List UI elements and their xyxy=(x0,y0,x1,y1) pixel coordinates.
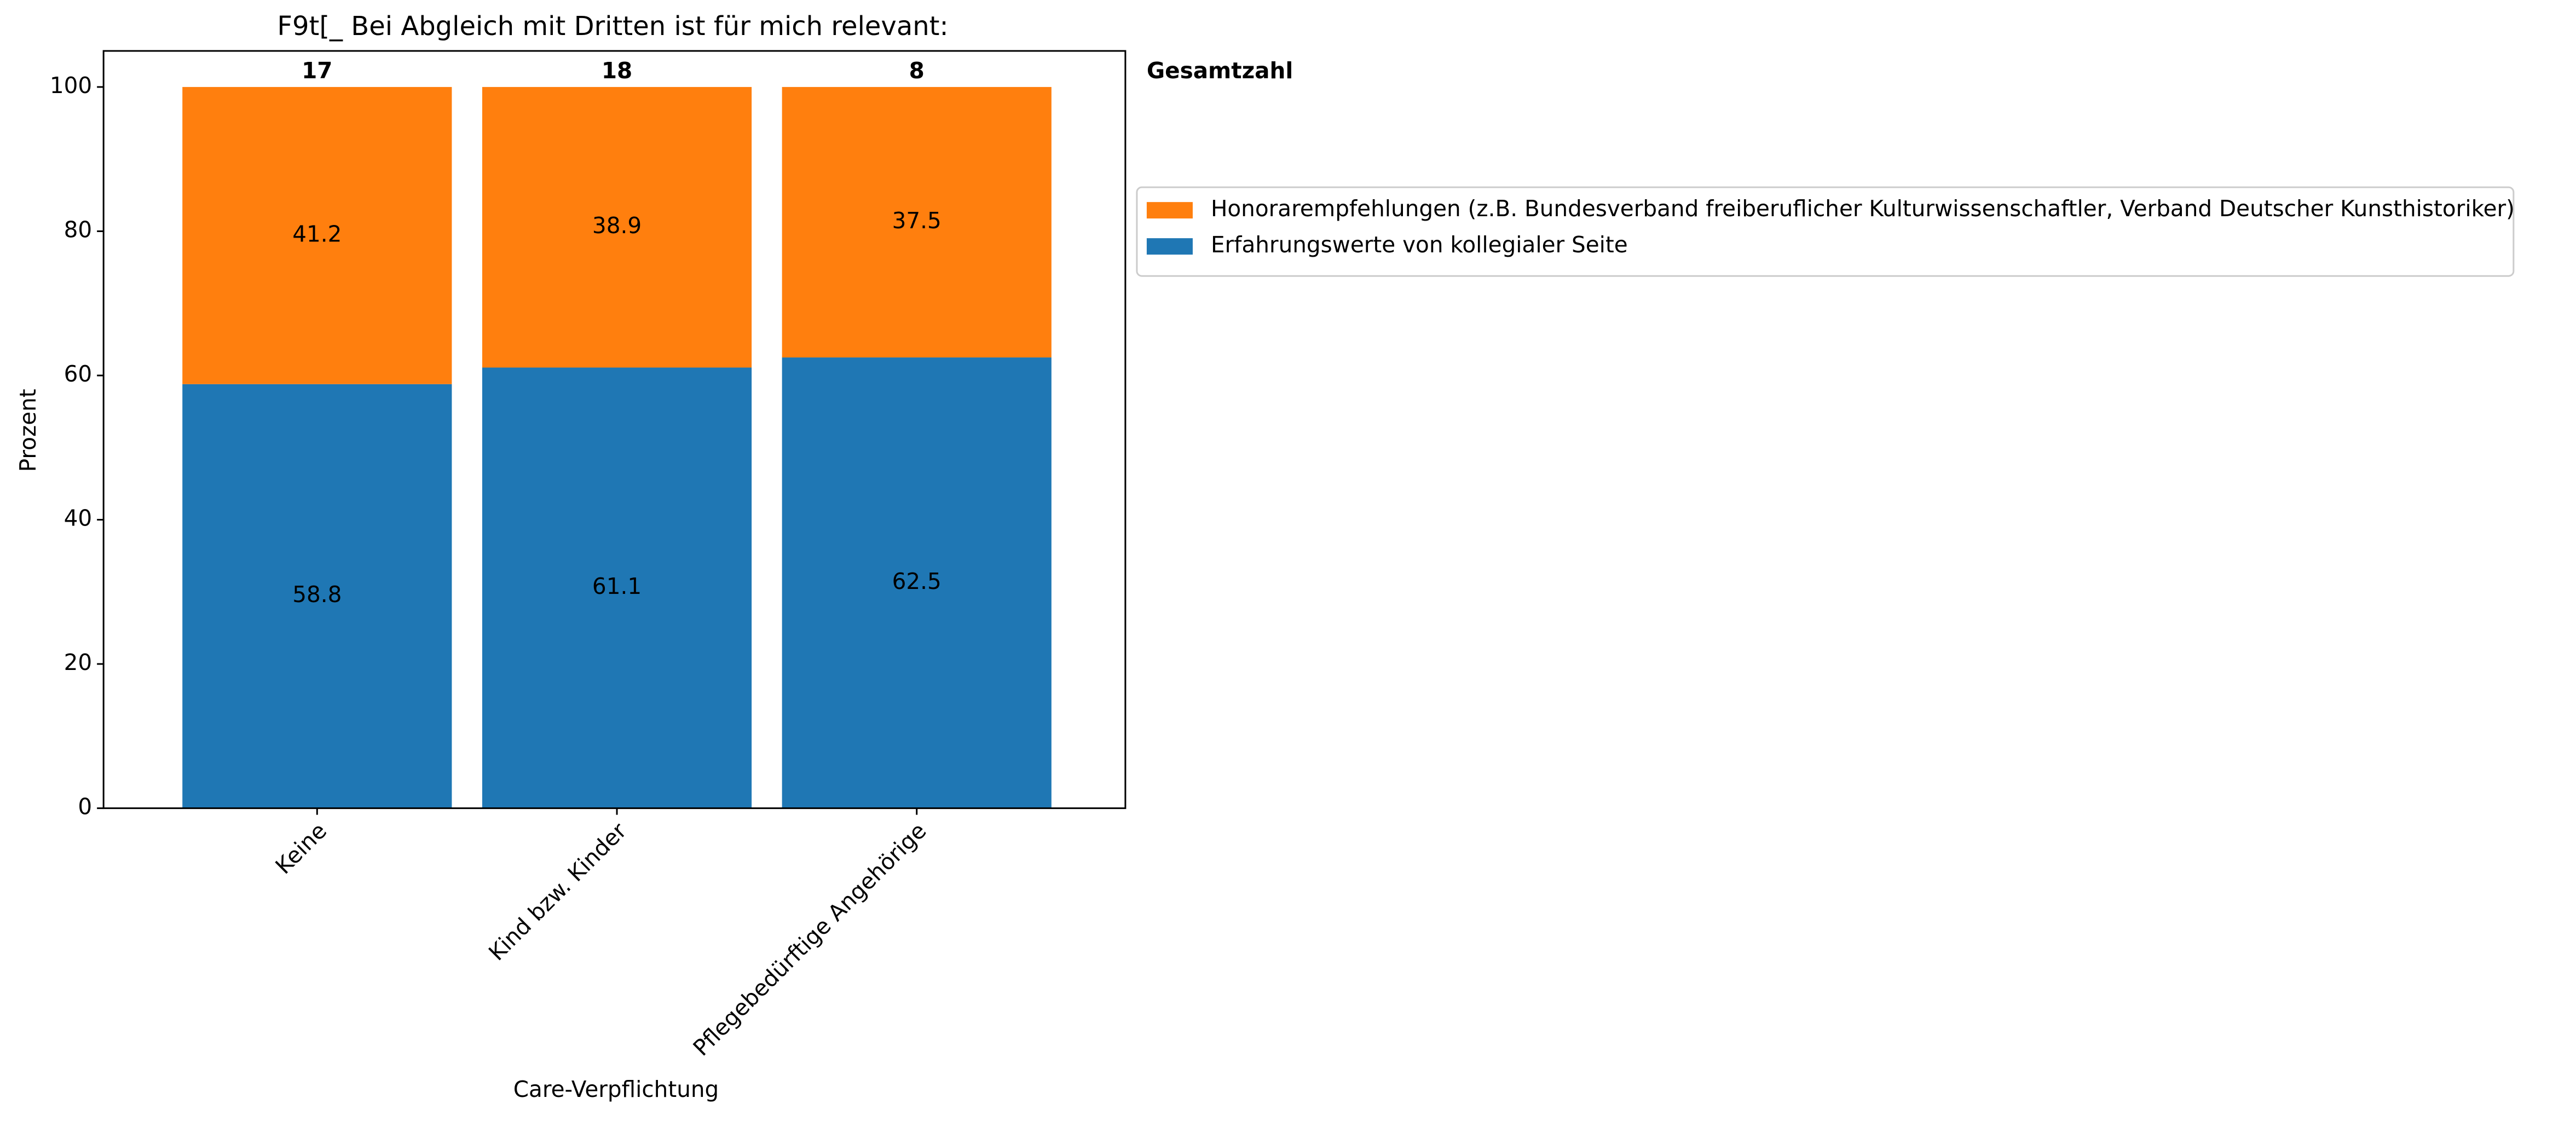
legend-box xyxy=(1136,186,2515,277)
value-label: 41.2 xyxy=(292,221,342,247)
y-tick-label: 40 xyxy=(64,505,93,531)
legend-label: Erfahrungswerte von kollegialer Seite xyxy=(1211,232,1628,258)
value-label: 37.5 xyxy=(892,207,942,234)
total-label: 8 xyxy=(909,57,925,84)
bar-segment xyxy=(782,86,1052,358)
y-tick-label: 100 xyxy=(50,72,92,99)
chart-title: F9t[_ Bei Abgleich mit Dritten ist für m… xyxy=(277,11,948,42)
bar-segment xyxy=(782,357,1052,808)
plot-frame xyxy=(102,50,1127,810)
y-axis-label: Prozent xyxy=(15,389,41,472)
legend-swatch xyxy=(1146,202,1193,219)
value-label: 38.9 xyxy=(592,212,642,239)
bar-segment xyxy=(482,86,752,368)
x-tick-label: Kind bzw. Kinder xyxy=(483,817,632,966)
y-tick-label: 0 xyxy=(78,794,92,820)
value-label: 61.1 xyxy=(592,573,642,599)
bar-segment xyxy=(482,367,752,808)
x-tick-label: Keine xyxy=(270,817,332,879)
bar-segment xyxy=(182,86,452,384)
x-axis-label: Care-Verpflichtung xyxy=(513,1076,719,1102)
totals-title: Gesamtzahl xyxy=(1147,57,1293,84)
y-tick-label: 80 xyxy=(64,216,93,242)
total-label: 18 xyxy=(602,57,632,84)
bar-segment xyxy=(182,384,452,808)
total-label: 17 xyxy=(302,57,332,84)
value-label: 62.5 xyxy=(892,568,942,594)
y-tick-label: 60 xyxy=(64,361,93,387)
legend-swatch xyxy=(1146,238,1193,255)
legend-label: Honorarempfehlungen (z.B. Bundesverband … xyxy=(1211,195,2515,222)
value-label: 58.8 xyxy=(292,581,342,608)
x-tick-label: Pflegebedürftige Angehörige xyxy=(688,817,932,1061)
y-tick-label: 20 xyxy=(64,649,93,675)
